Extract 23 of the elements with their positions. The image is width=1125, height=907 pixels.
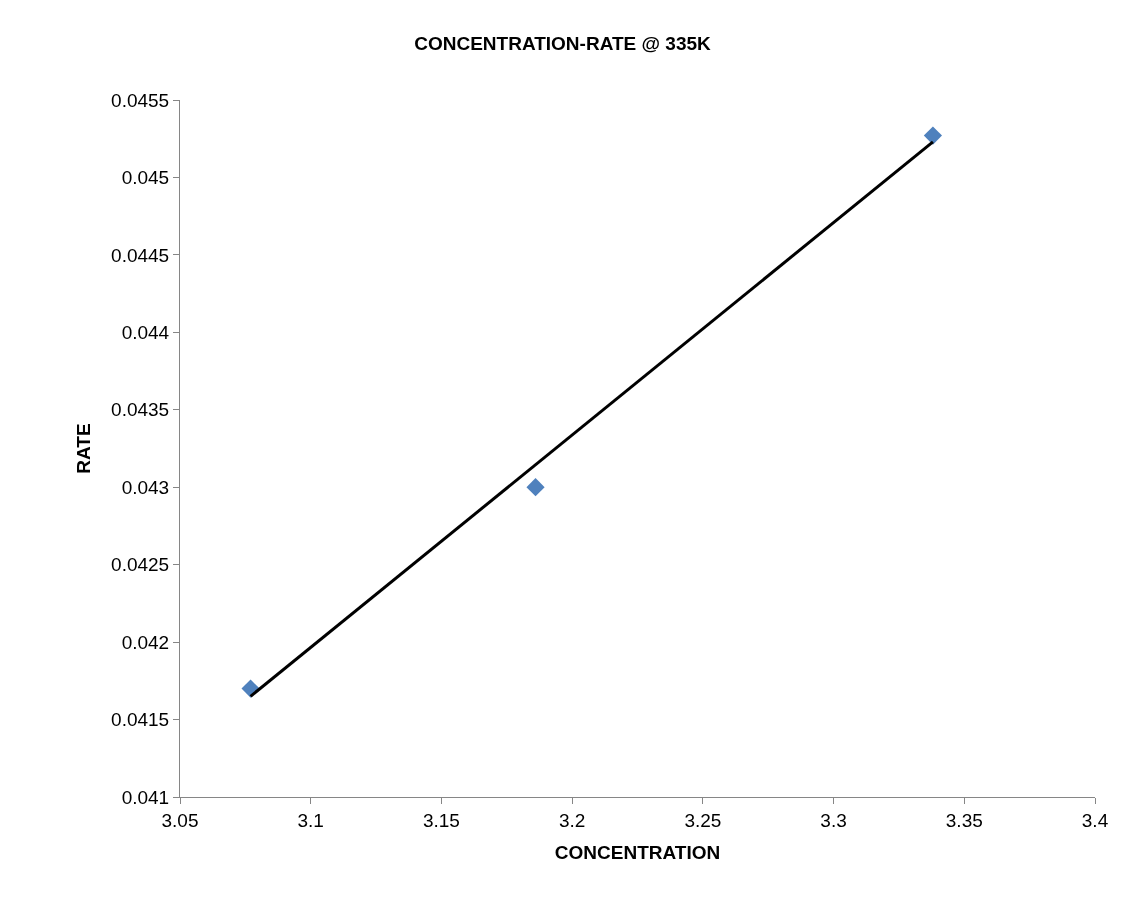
y-tick-label: 0.0455 (111, 89, 170, 111)
x-tick-label: 3.3 (820, 809, 847, 831)
x-tick-label: 3.25 (684, 809, 722, 831)
x-tick-label: 3.05 (161, 809, 199, 831)
x-tick-label: 3.35 (945, 809, 983, 831)
y-tick-label: 0.0435 (111, 399, 170, 421)
x-tick-label: 3.15 (422, 809, 460, 831)
y-tick-label: 0.0425 (111, 554, 170, 576)
y-tick-label: 0.042 (121, 631, 170, 653)
y-tick-label: 0.044 (121, 321, 170, 343)
x-tick-label: 3.4 (1081, 809, 1109, 831)
y-axis-title: RATE (72, 423, 94, 474)
y-tick-label: 0.0445 (111, 244, 170, 266)
y-tick-label: 0.041 (121, 786, 170, 808)
x-tick-label: 3.2 (558, 809, 586, 831)
x-axis-title: CONCENTRATION (554, 841, 721, 863)
x-tick-label: 3.1 (297, 809, 324, 831)
y-tick-label: 0.045 (121, 167, 170, 189)
chart-title: CONCENTRATION-RATE @ 335K (414, 32, 712, 54)
y-tick-label: 0.0415 (111, 709, 170, 731)
point (526, 478, 545, 497)
point (923, 126, 943, 145)
y-tick-label: 0.043 (121, 476, 170, 498)
